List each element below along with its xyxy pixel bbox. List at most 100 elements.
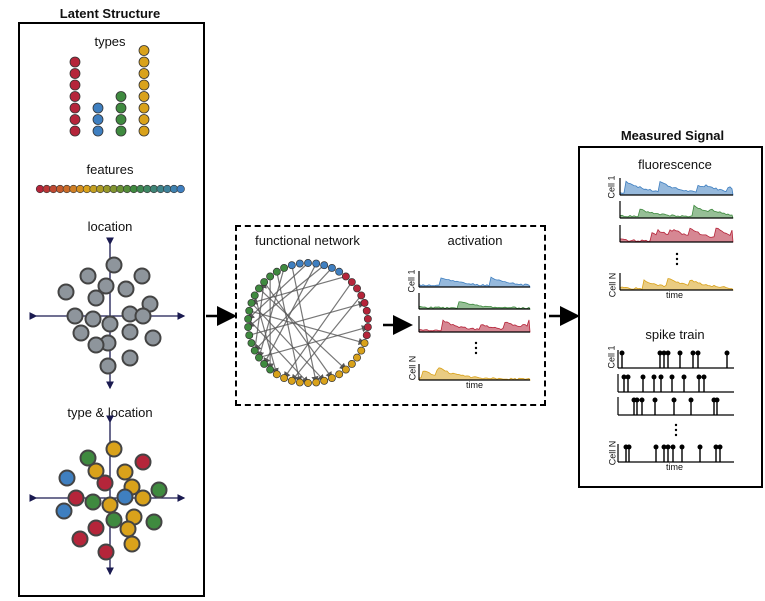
spike-head [681,374,687,380]
network-edge [263,281,333,380]
measured-signal-title: Measured Signal [620,128,725,143]
type-dot [92,114,104,125]
activation-trace-n [418,367,531,381]
network-node [335,267,344,276]
spike-head [714,397,720,403]
type-location-dot [96,474,114,492]
features-dot-row [35,184,185,194]
spike-ellipsis-dot [674,423,678,427]
network-node [312,378,321,387]
type-dot [69,68,81,79]
fluorescence-trace-n [619,278,734,291]
spike-head [652,397,658,403]
spike-time-label: time [666,462,684,472]
type-location-dot [119,520,137,538]
network-node [244,314,253,323]
fluorescence-ellipsis-dot [675,262,679,266]
fluorescence-trace-3 [619,227,734,243]
type-location-dot [67,489,85,507]
type-dot [138,91,150,102]
spike-head [665,350,671,356]
network-node [244,323,253,332]
fluorescence-ellipsis-dot [675,257,679,261]
type-dot [69,102,81,114]
spike-head [717,444,723,450]
type-location-dot [116,463,134,481]
type-dot [138,68,150,79]
activation-trace-3 [418,319,531,333]
network-node [287,261,296,270]
network-edge [283,281,353,380]
spike-head [621,374,627,380]
spike-head [626,444,632,450]
spike-head [658,374,664,380]
spike-head [625,374,631,380]
spike-head [657,350,663,356]
network-node [250,291,259,300]
type-location-dot [79,449,97,467]
type-location-dot [150,481,168,499]
type-dot [92,102,104,114]
location-dot [87,289,105,307]
type-dot [115,102,127,114]
type-location-dot [105,440,123,458]
network-node [247,339,256,348]
spike-head [661,444,667,450]
activation-traces [418,271,531,381]
spike-head [724,350,730,356]
network-node [363,323,372,332]
location-dot [101,315,119,333]
network-node [250,346,259,355]
network-node [295,378,304,387]
location-dot [121,349,139,367]
location-scatter [29,237,186,390]
network-node [347,360,356,368]
location-dot [79,267,97,285]
network-node [341,272,350,281]
spike-head [640,374,646,380]
location-dot [72,324,90,342]
type-dot [138,56,150,68]
spike-head [701,374,707,380]
spike-ellipsis-dot [674,428,678,432]
network-node [304,379,312,387]
activation-ellipsis-dot [474,341,478,345]
network-node [357,346,366,355]
spike-head [677,350,683,356]
type-dot [69,114,81,125]
type-location-dot [84,493,102,511]
type-location-dot [97,543,115,561]
activation-ellipsis-dot [474,351,478,355]
network-edge [258,287,347,371]
network-node [247,298,256,307]
network-node [280,374,289,382]
type-location-label: type & location [67,405,153,420]
spike-head [697,444,703,450]
network-node [266,365,275,374]
network-node [335,370,344,379]
network-node [245,331,254,340]
spike-head [651,374,657,380]
network-node [353,284,361,293]
activation-trace-1 [418,276,531,288]
network-edge [276,271,303,384]
fluorescence-label: fluorescence [638,157,712,172]
network-node [357,291,366,300]
network-node [362,331,371,340]
flow-arrows [206,306,580,335]
type-dot [69,79,81,91]
spike-ellipsis-dot [674,433,678,437]
network-node [362,306,371,315]
network-node [255,284,263,293]
activation-time-label: time [466,380,484,390]
spike-train-traces [617,350,734,463]
location-dot [66,307,84,325]
type-location-dot [105,511,123,529]
type-dot [115,125,127,137]
network-node [312,259,321,268]
network-node [266,272,275,281]
network-node [327,374,336,382]
activation-trace-2 [418,301,531,310]
type-dot [138,102,150,114]
spike-head [696,374,702,380]
